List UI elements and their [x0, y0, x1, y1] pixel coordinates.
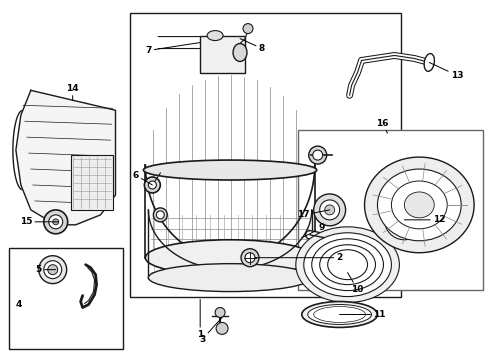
Ellipse shape	[144, 160, 317, 180]
Ellipse shape	[296, 227, 399, 302]
Text: 15: 15	[20, 217, 59, 226]
Text: 4: 4	[16, 300, 22, 309]
Ellipse shape	[44, 261, 62, 279]
Text: 10: 10	[347, 273, 364, 294]
Bar	[298, 130, 483, 289]
Ellipse shape	[314, 194, 345, 226]
Ellipse shape	[243, 24, 253, 33]
Text: 5: 5	[36, 265, 56, 274]
Ellipse shape	[404, 192, 434, 218]
Bar	[71, 155, 113, 210]
Ellipse shape	[145, 177, 160, 193]
Text: 3: 3	[199, 318, 222, 344]
Ellipse shape	[241, 249, 259, 267]
Polygon shape	[16, 90, 116, 225]
Ellipse shape	[53, 219, 59, 225]
Ellipse shape	[308, 305, 371, 324]
Text: 8: 8	[240, 39, 265, 53]
Text: 11: 11	[340, 310, 386, 319]
Text: 6: 6	[132, 171, 152, 185]
Bar	[200, 36, 245, 73]
Text: 13: 13	[429, 62, 464, 80]
Ellipse shape	[156, 211, 164, 219]
Ellipse shape	[376, 192, 432, 248]
Ellipse shape	[377, 169, 461, 241]
Ellipse shape	[39, 256, 67, 284]
Ellipse shape	[385, 200, 424, 240]
Ellipse shape	[325, 205, 335, 215]
Ellipse shape	[233, 44, 247, 62]
Bar	[9, 248, 123, 349]
Ellipse shape	[245, 253, 255, 263]
Ellipse shape	[207, 31, 223, 41]
Ellipse shape	[304, 233, 392, 297]
Text: 2: 2	[255, 253, 343, 262]
Ellipse shape	[394, 210, 415, 230]
Text: 9: 9	[302, 223, 325, 238]
Ellipse shape	[314, 306, 366, 323]
Bar	[130, 13, 401, 297]
Ellipse shape	[309, 146, 327, 164]
Ellipse shape	[424, 54, 435, 71]
Ellipse shape	[319, 245, 375, 285]
Ellipse shape	[216, 323, 228, 334]
Ellipse shape	[148, 181, 156, 189]
Ellipse shape	[48, 265, 58, 275]
Ellipse shape	[365, 157, 474, 253]
Ellipse shape	[302, 302, 377, 328]
Ellipse shape	[146, 240, 315, 276]
Text: 7: 7	[145, 42, 200, 55]
Ellipse shape	[313, 150, 323, 160]
Ellipse shape	[44, 210, 68, 234]
Ellipse shape	[319, 200, 340, 220]
Text: 16: 16	[376, 119, 389, 133]
Ellipse shape	[215, 307, 225, 318]
Ellipse shape	[312, 239, 384, 291]
Text: 14: 14	[66, 84, 79, 100]
Ellipse shape	[392, 181, 447, 229]
Ellipse shape	[49, 215, 63, 229]
Text: 12: 12	[404, 215, 445, 224]
Text: 17: 17	[297, 210, 330, 219]
Ellipse shape	[328, 250, 368, 280]
Ellipse shape	[153, 208, 167, 222]
Text: 1: 1	[197, 300, 203, 339]
Ellipse shape	[148, 264, 312, 292]
